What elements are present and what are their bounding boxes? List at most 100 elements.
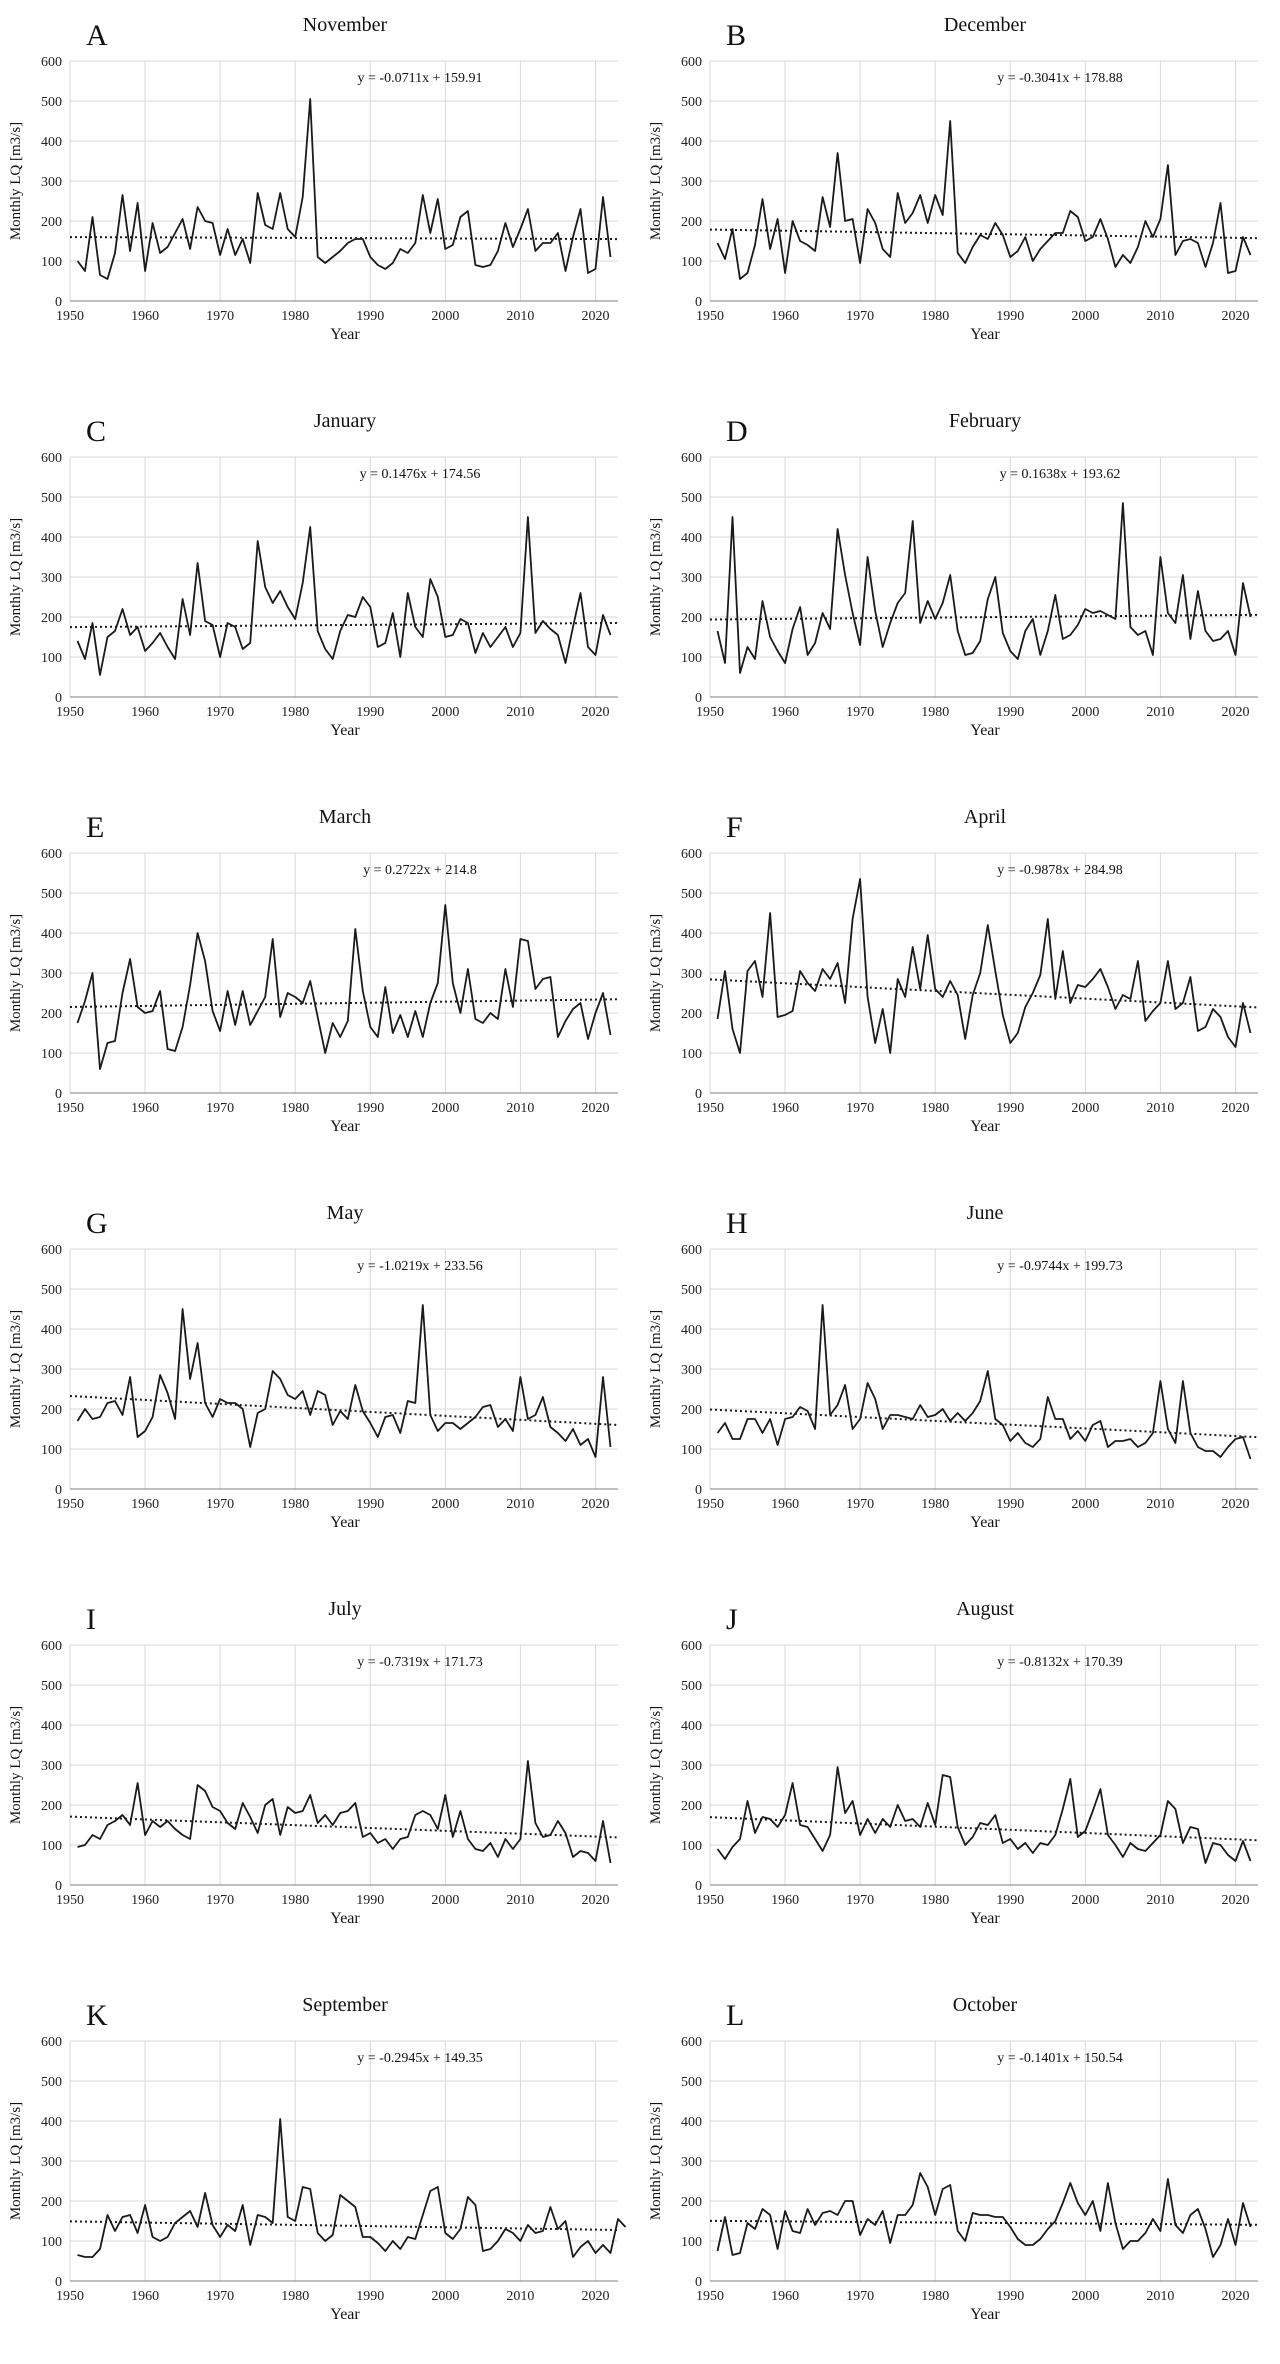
y-tick-label: 200 [41,611,62,626]
x-tick-label: 2020 [581,1101,609,1116]
trend-equation: y = -0.1401x + 150.54 [997,2051,1122,2066]
x-tick-label: 2020 [1221,705,1249,720]
y-tick-label: 500 [41,2075,62,2090]
x-tick-label: 2010 [1146,309,1174,324]
chart-title: February [949,410,1021,432]
trend-line [709,2219,1259,2226]
y-tick-label: 200 [41,2195,62,2210]
y-tick-label: 600 [41,1639,62,1654]
y-tick-label: 400 [41,531,62,546]
x-tick-label: 1950 [56,309,84,324]
x-tick-label: 1990 [356,309,384,324]
x-tick-label: 2020 [581,309,609,324]
x-tick-label: 1960 [131,1893,159,1908]
y-tick-label: 200 [681,215,702,230]
x-tick-label: 2010 [1146,1893,1174,1908]
x-axis-title: Year [970,722,1000,739]
x-tick-label: 1980 [281,2289,309,2304]
panel-letter: E [86,811,104,844]
chart-title: December [944,14,1027,36]
x-tick-label: 1970 [206,2289,234,2304]
trend-line [69,236,619,241]
y-tick-label: 0 [55,691,62,706]
trend-equation: y = -1.0219x + 233.56 [357,1259,482,1274]
y-tick-label: 300 [41,1363,62,1378]
x-tick-label: 1990 [996,1101,1024,1116]
y-tick-label: 500 [681,887,702,902]
y-tick-label: 600 [681,2035,702,2050]
y-tick-label: 500 [41,491,62,506]
x-tick-label: 1970 [206,705,234,720]
series-line [716,502,1252,674]
trend-equation: y = -0.3041x + 178.88 [997,71,1122,86]
y-tick-label: 400 [41,2115,62,2130]
y-axis-title: Monthly LQ [m3/s] [8,1706,24,1824]
y-tick-label: 100 [681,1839,702,1854]
y-tick-label: 400 [681,1323,702,1338]
x-tick-label: 1960 [771,1101,799,1116]
y-tick-label: 400 [41,1719,62,1734]
x-tick-label: 2010 [1146,1101,1174,1116]
x-tick-label: 2000 [431,309,459,324]
x-tick-label: 2020 [1221,309,1249,324]
trend-equation: y = 0.1476x + 174.56 [360,467,481,482]
x-tick-label: 1950 [56,2289,84,2304]
panel-letter: C [86,415,106,448]
x-tick-label: 1950 [56,705,84,720]
x-axis-title: Year [970,1514,1000,1531]
y-axis-title: Monthly LQ [m3/s] [648,122,664,240]
panel-letter: G [86,1207,108,1240]
trend-equation: y = -0.9744x + 199.73 [997,1259,1122,1274]
y-tick-label: 500 [681,1679,702,1694]
trend-equation: y = -0.9878x + 284.98 [997,863,1122,878]
x-tick-label: 1970 [206,1101,234,1116]
y-tick-label: 500 [41,95,62,110]
x-tick-label: 2010 [506,705,534,720]
y-tick-label: 600 [681,847,702,862]
y-axis-title: Monthly LQ [m3/s] [648,1706,664,1824]
y-tick-label: 600 [41,847,62,862]
x-tick-label: 1960 [131,2289,159,2304]
x-axis-title: Year [330,1910,360,1927]
y-tick-label: 600 [41,1243,62,1258]
x-tick-label: 1970 [206,309,234,324]
y-axis-title: Monthly LQ [m3/s] [648,2102,664,2220]
x-tick-label: 1990 [356,705,384,720]
x-tick-label: 1960 [771,1893,799,1908]
x-tick-label: 2000 [1071,705,1099,720]
x-tick-label: 1960 [771,309,799,324]
trend-line [709,978,1259,1009]
x-axis-title: Year [970,2306,1000,2323]
panel-letter: D [726,415,748,448]
y-tick-label: 100 [681,651,702,666]
y-tick-label: 200 [681,611,702,626]
x-tick-label: 2000 [1071,1497,1099,1512]
trend-line [69,998,619,1008]
y-tick-label: 300 [681,967,702,982]
x-tick-label: 1980 [281,1101,309,1116]
x-tick-label: 1980 [921,705,949,720]
x-tick-label: 1990 [996,2289,1024,2304]
y-tick-label: 200 [681,1403,702,1418]
x-tick-label: 1960 [131,1101,159,1116]
y-tick-label: 0 [695,691,702,706]
x-tick-label: 1970 [846,1101,874,1116]
y-tick-label: 400 [681,2115,702,2130]
y-tick-label: 600 [41,2035,62,2050]
x-tick-label: 2000 [1071,1893,1099,1908]
y-tick-label: 500 [681,2075,702,2090]
x-tick-label: 1980 [921,1497,949,1512]
x-tick-label: 2010 [1146,2289,1174,2304]
x-tick-label: 1980 [921,1893,949,1908]
x-tick-label: 1960 [131,309,159,324]
x-tick-label: 1980 [281,309,309,324]
x-tick-label: 2010 [506,1101,534,1116]
y-tick-label: 0 [55,2275,62,2290]
panel-a: 0 100 200 300 400 500 600 1950 1960 1970 1980 1990 2… [8,14,619,343]
x-tick-label: 1960 [131,1497,159,1512]
x-tick-label: 2020 [581,1893,609,1908]
y-tick-label: 300 [681,175,702,190]
y-tick-label: 300 [41,571,62,586]
y-tick-label: 0 [55,1087,62,1102]
x-tick-label: 1980 [921,2289,949,2304]
